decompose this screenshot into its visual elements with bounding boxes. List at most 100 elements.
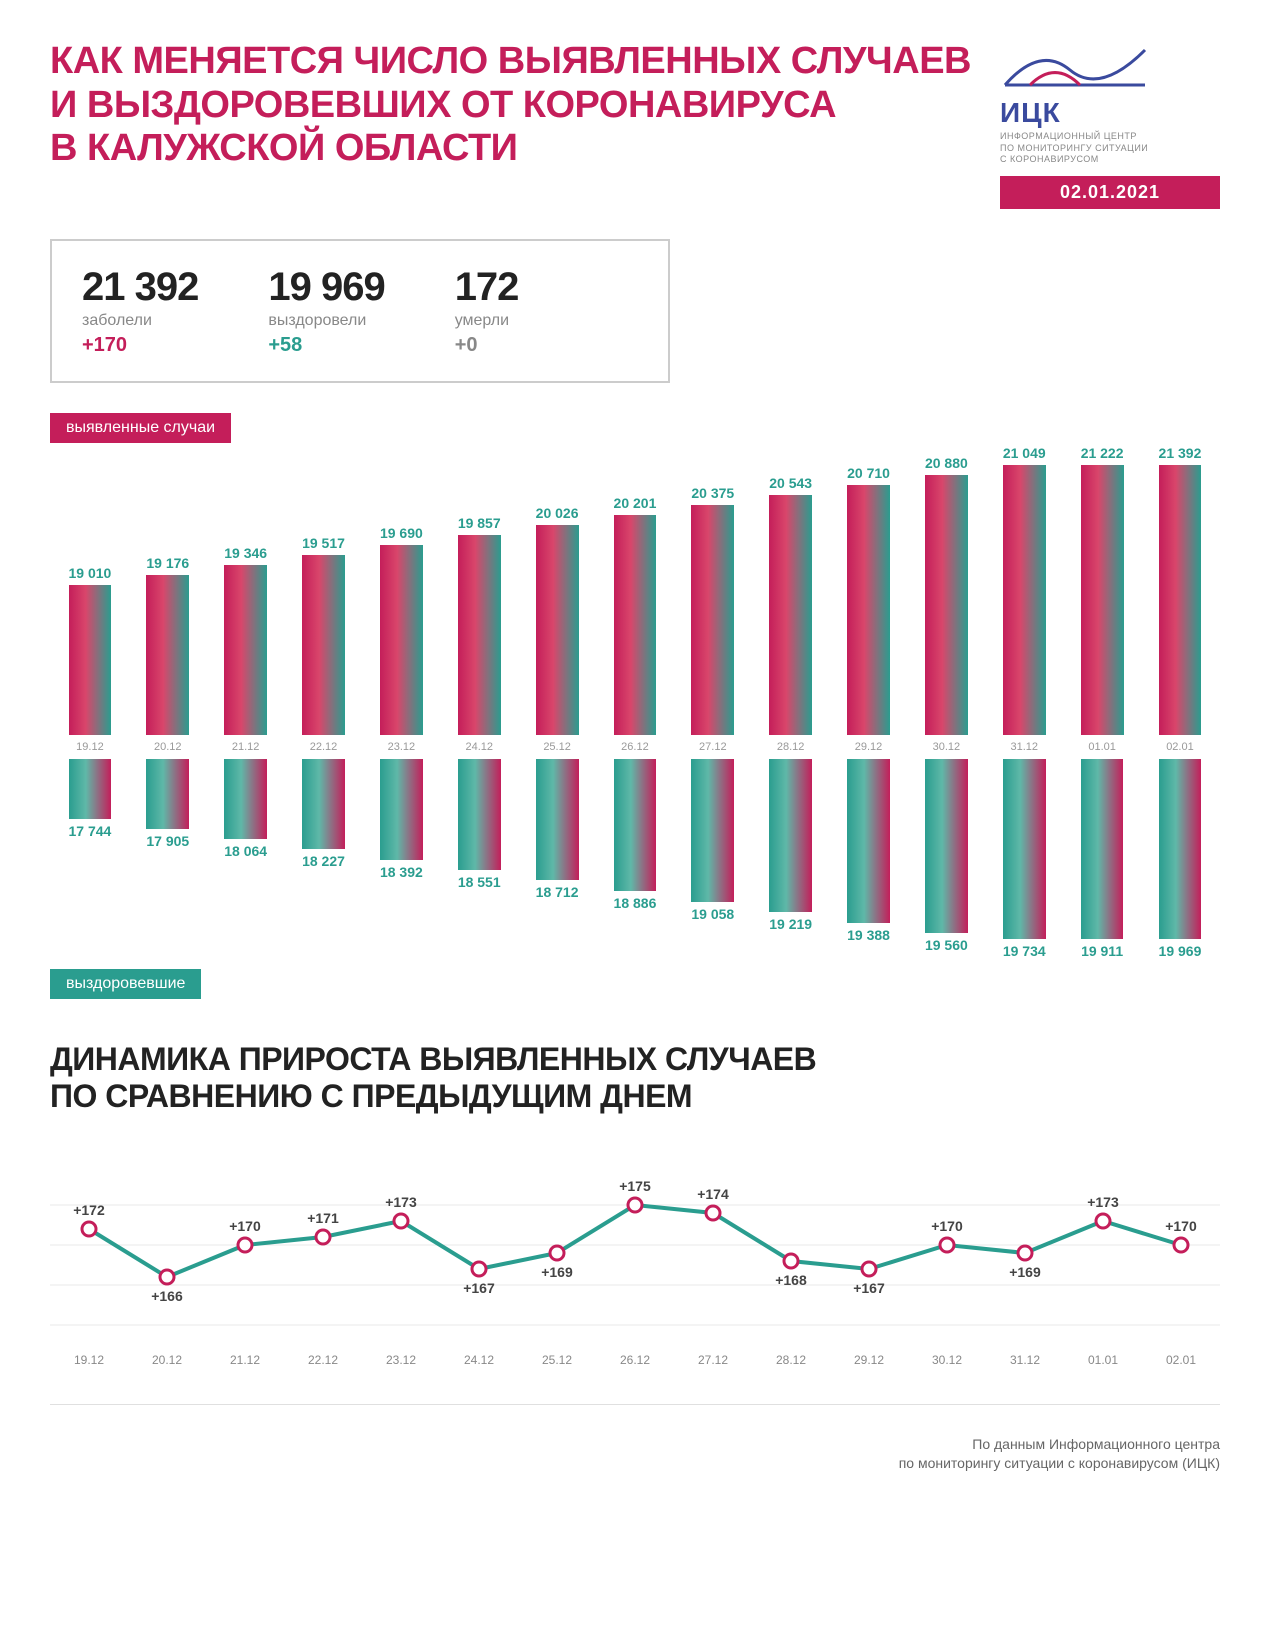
bar-column: 20 54328.1219 219 — [755, 445, 827, 959]
svg-text:+167: +167 — [463, 1280, 495, 1296]
line-chart-x-axis: 19.1220.1221.1222.1223.1224.1225.1226.12… — [50, 1345, 1220, 1367]
line-chart-svg: +172+166+170+171+173+167+169+175+174+168… — [50, 1145, 1220, 1345]
bar-bottom-value: 19 058 — [691, 906, 734, 922]
bar-bottom-value: 18 712 — [536, 884, 579, 900]
svg-text:+167: +167 — [853, 1280, 885, 1296]
bar-bottom-value: 18 227 — [302, 853, 345, 869]
stat-label: умерли — [455, 312, 519, 330]
bar-column: 19 010 19.12 17 744 — [54, 445, 126, 959]
bar-top-value: 19 517 — [302, 535, 345, 551]
svg-text:+173: +173 — [385, 1194, 417, 1210]
x-tick: 31.12 — [986, 1353, 1064, 1367]
stat-item: 172умерли+0 — [455, 265, 519, 357]
bar-bottom-value: 19 388 — [847, 927, 890, 943]
bar-column: 21 22201.0119 911 — [1066, 445, 1138, 959]
svg-text:+170: +170 — [1165, 1218, 1197, 1234]
bar-bottom-value: 17 744 — [69, 823, 112, 839]
footer-line2: по мониторингу ситуации с коронавирусом … — [50, 1454, 1220, 1474]
bar-down — [847, 759, 890, 922]
bar-column: 19 17620.1217 905 — [132, 445, 204, 959]
bar-down — [69, 759, 112, 819]
bar-up — [769, 495, 812, 735]
bar-top-value: 19 690 — [380, 525, 423, 541]
x-tick: 21.12 — [206, 1353, 284, 1367]
bar-date-label: 22.12 — [310, 735, 338, 759]
stat-value: 172 — [455, 265, 519, 310]
bar-up — [224, 565, 267, 735]
bar-down — [769, 759, 812, 912]
stats-box: 21 392заболели+170 19 969 выздоровели +58 17… — [50, 239, 670, 383]
bar-up — [1081, 465, 1124, 735]
bar-top-value: 20 543 — [769, 475, 812, 491]
svg-text:+166: +166 — [151, 1288, 183, 1304]
svg-text:+174: +174 — [697, 1186, 729, 1202]
bar-date-label: 20.12 — [154, 735, 182, 759]
svg-text:+169: +169 — [1009, 1264, 1041, 1280]
bar-date-label: 23.12 — [388, 735, 416, 759]
bar-date-label: 26.12 — [621, 735, 649, 759]
bar-date-label: 19.12 — [76, 735, 104, 759]
svg-text:+175: +175 — [619, 1178, 651, 1194]
stat-item: 21 392заболели+170 — [82, 265, 198, 357]
bar-down — [458, 759, 501, 870]
bar-down — [691, 759, 734, 902]
bar-up — [536, 525, 579, 735]
bar-up — [1003, 465, 1046, 735]
stat-delta: +170 — [82, 334, 198, 357]
bar-down — [146, 759, 189, 829]
bar-date-label: 21.12 — [232, 735, 260, 759]
bar-down — [925, 759, 968, 933]
bar-up — [146, 575, 189, 735]
logo-abbr: ИЦК — [1000, 99, 1220, 127]
series-label-bottom: выздоровевшие — [50, 969, 201, 999]
bar-date-label: 01.01 — [1088, 735, 1116, 759]
bar-date-label: 27.12 — [699, 735, 727, 759]
bar-down — [1081, 759, 1123, 939]
bar-column: 19 34621.1218 064 — [210, 445, 282, 959]
bar-up — [458, 535, 501, 735]
stat-value: 19 969 — [268, 265, 384, 310]
bar-top-value: 19 010 — [69, 565, 112, 581]
bar-date-label: 30.12 — [933, 735, 961, 759]
stat-delta: +58 — [268, 334, 384, 357]
bar-bottom-value: 19 911 — [1081, 943, 1123, 959]
bar-date-label: 25.12 — [543, 735, 571, 759]
bar-top-value: 20 375 — [691, 485, 734, 501]
bar-top-value: 19 857 — [458, 515, 501, 531]
bar-up — [614, 515, 657, 735]
svg-text:+170: +170 — [931, 1218, 963, 1234]
logo-block: ИЦК ИНФОРМАЦИОННЫЙ ЦЕНТРПО МОНИТОРИНГУ С… — [1000, 40, 1220, 209]
footer-attribution: По данным Информационного центра по мони… — [50, 1435, 1220, 1474]
bar-down — [614, 759, 657, 891]
svg-text:+170: +170 — [229, 1218, 261, 1234]
line-chart: +172+166+170+171+173+167+169+175+174+168… — [50, 1145, 1220, 1405]
bar-bottom-value: 18 064 — [224, 843, 267, 859]
svg-text:+172: +172 — [73, 1202, 105, 1218]
bar-up — [925, 475, 968, 735]
bar-top-value: 20 201 — [614, 495, 657, 511]
x-tick: 27.12 — [674, 1353, 752, 1367]
bar-date-label: 28.12 — [777, 735, 805, 759]
bar-column: 19 85724.1218 551 — [443, 445, 515, 959]
bar-up — [691, 505, 734, 735]
bar-up — [1159, 465, 1202, 735]
date-badge: 02.01.2021 — [1000, 176, 1220, 209]
bar-bottom-value: 18 551 — [458, 874, 501, 890]
bar-column: 21 04931.1219 734 — [988, 445, 1060, 959]
bar-top-value: 20 710 — [847, 465, 890, 481]
bar-column: 20 375 27.12 19 058 — [677, 445, 749, 959]
bar-column: 19 69023.1218 392 — [365, 445, 437, 959]
bar-column: 20 20126.1218 886 — [599, 445, 671, 959]
logo-curve-icon — [1000, 40, 1150, 90]
bar-column: 19 517 22.12 18 227 — [288, 445, 360, 959]
svg-text:+169: +169 — [541, 1264, 573, 1280]
svg-text:+173: +173 — [1087, 1194, 1119, 1210]
footer-line1: По данным Информационного центра — [50, 1435, 1220, 1455]
stat-label: выздоровели — [268, 312, 384, 330]
x-tick: 25.12 — [518, 1353, 596, 1367]
bar-date-label: 31.12 — [1010, 735, 1038, 759]
x-tick: 19.12 — [50, 1353, 128, 1367]
svg-text:+171: +171 — [307, 1210, 339, 1226]
bar-bottom-value: 19 969 — [1159, 943, 1202, 959]
series-label-top: выявленные случаи — [50, 413, 231, 443]
